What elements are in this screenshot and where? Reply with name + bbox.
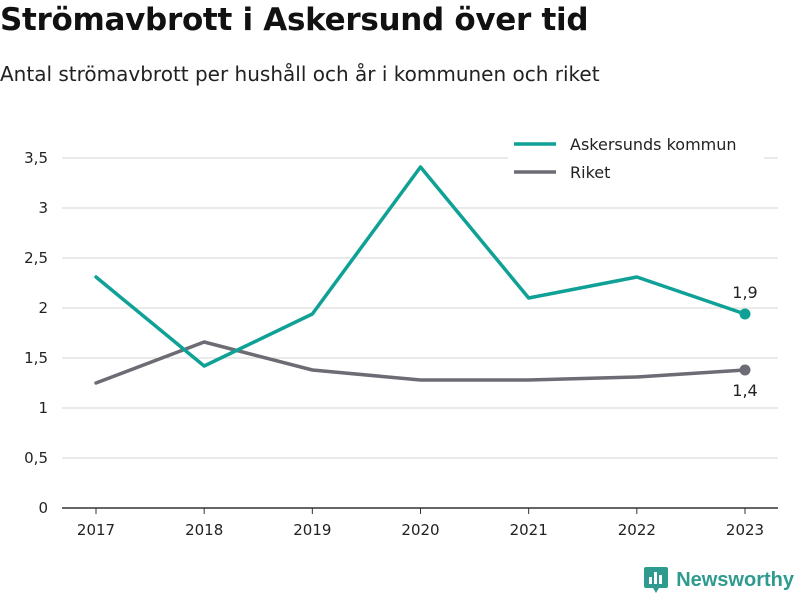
x-tick-label: 2018	[185, 521, 223, 539]
x-tick-label: 2017	[77, 521, 115, 539]
data-point-riket	[739, 364, 751, 376]
end-value-label-askersunds-kommun: 1,9	[732, 283, 757, 302]
x-tick-label: 2021	[510, 521, 548, 539]
y-tick-label: 2,5	[24, 249, 48, 267]
data-point-askersunds-kommun	[739, 308, 751, 320]
chart-title: Strömavbrott i Askersund över tid	[0, 2, 589, 38]
y-tick-label: 3,5	[24, 149, 48, 167]
series-lines: 1,4 1,9	[94, 165, 758, 400]
chart-subtitle: Antal strömavbrott per hushåll och år i …	[0, 62, 600, 86]
x-tick-label: 2022	[618, 521, 656, 539]
y-tick-label: 1	[38, 399, 48, 417]
y-tick-label: 0,5	[24, 449, 48, 467]
legend-label: Askersunds kommun	[570, 135, 737, 154]
x-tick-label: 2019	[293, 521, 331, 539]
newsworthy-brand: Newsworthy	[643, 566, 794, 594]
series-line-askersunds-kommun	[94, 165, 747, 368]
legend-background	[508, 130, 764, 188]
x-axis-ticks: 2017 2018 2019 2020 2021 2022 2023	[77, 508, 764, 539]
legend: Askersunds kommun Riket	[508, 130, 764, 188]
x-tick-label: 2020	[401, 521, 439, 539]
legend-label: Riket	[570, 163, 610, 182]
newsworthy-logo-icon	[644, 567, 669, 593]
series-line-riket	[94, 340, 747, 385]
y-axis-ticks: 0 0,5 1 1,5 2 2,5 3 3,5	[24, 149, 48, 517]
y-tick-label: 0	[38, 499, 48, 517]
end-value-label-riket: 1,4	[732, 381, 757, 400]
x-tick-label: 2023	[726, 521, 764, 539]
y-tick-label: 1,5	[24, 349, 48, 367]
grid-lines	[62, 157, 778, 459]
y-tick-label: 3	[38, 199, 48, 217]
y-tick-label: 2	[38, 299, 48, 317]
brand-name: Newsworthy	[676, 568, 794, 591]
